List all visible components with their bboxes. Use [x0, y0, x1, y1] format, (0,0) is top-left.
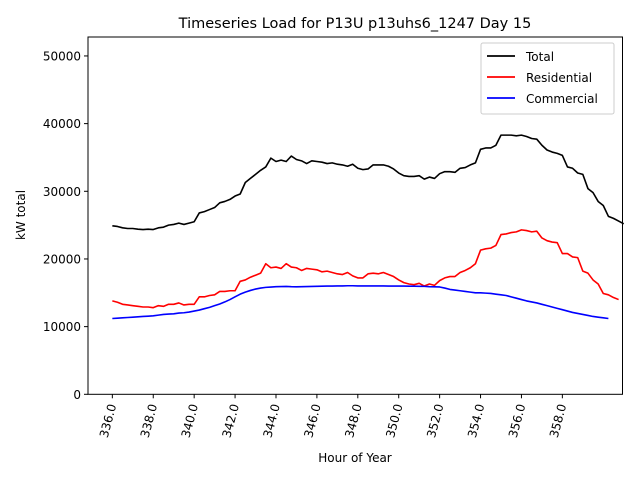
legend-box	[480, 42, 615, 115]
y-tick-label: 20000	[43, 252, 81, 266]
y-axis-label: kW total	[14, 190, 28, 240]
series-commercial-line	[112, 284, 609, 320]
y-tick-label: 30000	[43, 185, 81, 199]
plot-frame	[87, 36, 623, 395]
series-layer	[112, 134, 625, 320]
chart-title: Timeseries Load for P13U p13uhs6_1247 Da…	[178, 16, 532, 32]
y-tick-label: 50000	[43, 49, 81, 63]
series-total-line	[112, 134, 625, 231]
legend-total-label: Total	[525, 50, 554, 64]
legend-commercial-label: Commercial	[526, 92, 598, 106]
legend-residential-label: Residential	[526, 71, 592, 85]
series-residential-line	[112, 229, 619, 309]
y-tick-label: 0	[73, 388, 81, 402]
x-axis-label: Hour of Year	[318, 451, 392, 465]
y-tick-label: 40000	[43, 117, 81, 131]
legend: Total Residential Commercial	[480, 42, 615, 115]
y-tick-label: 10000	[43, 320, 81, 334]
y-axis: 0 10000 20000 30000 40000 50000	[43, 49, 88, 402]
